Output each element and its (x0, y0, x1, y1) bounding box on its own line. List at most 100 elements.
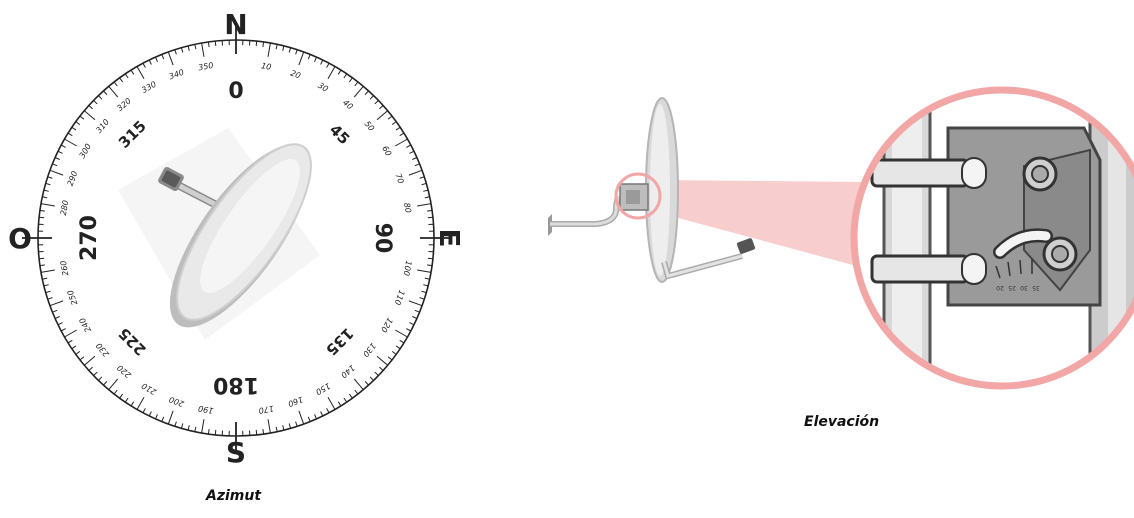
compass-tick (419, 176, 425, 179)
compass-tick (353, 85, 364, 98)
compass-tick (42, 277, 48, 280)
compass-tick (214, 429, 217, 435)
compass-tick (326, 408, 330, 414)
compass-tick (39, 209, 45, 212)
compass-tick (282, 45, 285, 51)
compass-tick (326, 62, 330, 68)
compass-tick (207, 429, 210, 435)
compass-tick (136, 66, 145, 79)
minor-degree-label: 170 (258, 404, 275, 416)
compass-tick (57, 322, 63, 326)
compass-tick (187, 425, 190, 431)
compass-tick (327, 66, 336, 79)
compass-tick (353, 378, 364, 391)
compass-tick (98, 376, 103, 381)
compass-tick (180, 423, 184, 429)
compass-tick (45, 290, 51, 294)
compass-tick (399, 132, 405, 137)
compass-tick (40, 269, 55, 273)
compass-tick (314, 414, 317, 420)
compass-tick (155, 56, 158, 62)
compass-tick (49, 169, 64, 176)
minor-degree-label: 70 (394, 172, 406, 185)
compass-tick (406, 328, 412, 332)
compass-tick (369, 376, 374, 381)
compass-tick (423, 189, 429, 192)
compass-tick (337, 401, 342, 407)
compass-tick (88, 105, 93, 110)
compass-tick (130, 69, 135, 75)
compass-tick (119, 77, 124, 83)
compass-tick (395, 345, 401, 350)
compass-tick (374, 100, 379, 105)
elevation-scale-label: 25 (1008, 284, 1016, 291)
compass-tick (57, 150, 63, 154)
compass-tick (408, 300, 423, 307)
compass-tick (52, 309, 58, 313)
elevation-scale: 20 25 30 35 (995, 259, 1040, 291)
compass-tick (54, 157, 60, 160)
compass-tick (67, 132, 73, 137)
compass-tick (130, 401, 135, 407)
compass-tick (64, 329, 77, 338)
compass-tick (142, 408, 146, 414)
compass-tick (399, 339, 405, 344)
compass-tick (167, 410, 174, 425)
cardinal-north: N (224, 8, 247, 41)
compass-tick (409, 322, 415, 326)
magnifier-ring (850, 86, 1134, 390)
compass-tick (43, 189, 49, 192)
compass-tick (214, 41, 217, 47)
compass-tick (343, 73, 348, 79)
compass-tick (409, 150, 415, 154)
compass-tick (47, 297, 53, 300)
compass-tick (282, 425, 285, 431)
compass-tick (207, 41, 210, 47)
compass-tick (79, 356, 85, 361)
compass-tick (387, 356, 393, 361)
elevation-caption: Elevación (804, 414, 880, 430)
compass-tick (275, 426, 278, 432)
compass-tick (417, 203, 432, 207)
compass-tick (267, 42, 271, 57)
compass-tick (103, 381, 108, 386)
major-degree-label: 90 (370, 223, 395, 254)
compass-ticks (22, 24, 450, 452)
compass-tick (71, 345, 77, 350)
compass-tick (320, 411, 324, 417)
compass-tick (39, 216, 45, 219)
compass-tick (60, 328, 66, 332)
elevation-scale-label: 30 (1020, 284, 1028, 291)
compass-tick (201, 42, 205, 57)
compass-tick (187, 45, 190, 51)
major-degree-label: 180 (213, 372, 259, 397)
compass-tick (391, 121, 397, 126)
compass-tick (320, 59, 324, 65)
compass-tick (201, 419, 205, 434)
compass-tick (83, 110, 96, 121)
compass-tick (71, 126, 77, 131)
compass-tick (161, 54, 165, 60)
compass-tick (108, 378, 119, 391)
major-degree-label: 270 (77, 215, 102, 261)
compass-tick (379, 105, 384, 110)
elevation-scale-label: 35 (1032, 284, 1040, 291)
cardinal-south: S (226, 436, 246, 469)
compass-tick (88, 366, 93, 371)
compass-tick (421, 290, 427, 294)
compass-tick (427, 257, 433, 260)
compass-tick (423, 284, 429, 287)
compass-tick (148, 411, 152, 417)
compass-tick (427, 209, 433, 212)
compass-tick (364, 90, 369, 95)
compass-tick (414, 309, 420, 313)
compass-tick (180, 47, 184, 53)
compass-tick (262, 41, 265, 47)
compass-tick (379, 366, 384, 371)
azimuth-caption: Azimut (206, 488, 262, 504)
compass-tick (194, 426, 197, 432)
compass-tick (194, 44, 197, 50)
compass-tick (39, 264, 45, 267)
compass-tick (348, 393, 353, 399)
cardinal-east: E (433, 228, 466, 247)
